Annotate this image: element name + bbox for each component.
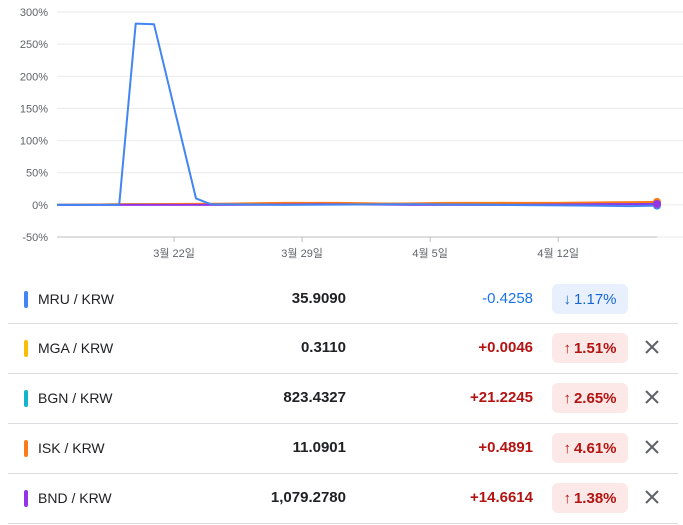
series-line	[57, 22, 658, 208]
y-tick-label: 250%	[20, 39, 48, 51]
series-color-swatch	[24, 340, 28, 357]
y-tick-label: 200%	[20, 71, 48, 83]
close-icon[interactable]	[642, 487, 662, 507]
percent-change-badge: ↑ 4.61%	[552, 433, 628, 463]
series-color-swatch	[24, 490, 28, 507]
percent-change: 1.38%	[573, 489, 617, 507]
currency-pair-label: MGA / KRW	[38, 340, 114, 356]
comparison-chart: 300% 250% 200% 150% 100% 50% 0% -50% 3월 22일 3월 29…	[20, 7, 683, 260]
rate-change: +14.6614	[470, 489, 533, 506]
y-tick-label: 150%	[20, 103, 48, 115]
series-color-swatch	[24, 440, 28, 457]
x-tick-label: 3월 22일	[153, 246, 195, 260]
series-color-swatch	[24, 390, 28, 407]
currency-row[interactable]: BND / KRW 1,079.2780 +14.6614 ↑ 1.38%	[8, 474, 678, 524]
exchange-rate: 11.0901	[292, 439, 346, 456]
rate-change: +0.4891	[478, 439, 533, 456]
percent-change-badge: ↑ 1.38%	[552, 483, 628, 513]
y-tick-label: 100%	[20, 136, 48, 148]
exchange-rate: 35.9090	[291, 290, 346, 307]
percent-change: 1.17%	[573, 290, 617, 308]
percent-change-badge: ↓ 1.17%	[552, 284, 628, 314]
close-icon[interactable]	[642, 387, 662, 407]
currency-list: MRU / KRW 35.9090 -0.4258 ↓ 1.17% MGA / …	[8, 275, 678, 524]
y-tick-label: 50%	[26, 168, 48, 180]
currency-pair-label: BND / KRW	[38, 490, 112, 506]
y-tick-label: 300%	[20, 7, 48, 19]
series-color-swatch	[24, 291, 28, 308]
close-icon[interactable]	[642, 437, 662, 457]
currency-pair-label: ISK / KRW	[38, 440, 105, 456]
percent-change: 4.61%	[573, 439, 617, 457]
exchange-rate: 0.3110	[300, 339, 346, 356]
y-tick-label: -50%	[22, 232, 48, 244]
arrow-icon: ↓	[563, 290, 571, 308]
currency-pair-label: BGN / KRW	[38, 390, 113, 406]
series-endpoint-marker	[653, 199, 661, 208]
currency-row[interactable]: MGA / KRW 0.3110 +0.0046 ↑ 1.51%	[8, 324, 678, 374]
chart-svg: 300% 250% 200% 150% 100% 50% 0% -50% 3월 22일 3월 29…	[20, 7, 683, 260]
arrow-icon: ↑	[563, 489, 571, 507]
exchange-rate: 1,079.2780	[270, 489, 346, 506]
exchange-rate: 823.4327	[283, 389, 346, 406]
rate-change: -0.4258	[482, 290, 533, 307]
arrow-icon: ↑	[563, 389, 571, 407]
arrow-icon: ↑	[563, 439, 571, 457]
currency-pair-label: MRU / KRW	[38, 291, 114, 307]
rate-change: +0.0046	[478, 339, 533, 356]
currency-row[interactable]: BGN / KRW 823.4327 +21.2245 ↑ 2.65%	[8, 374, 678, 424]
rate-change: +21.2245	[470, 389, 533, 406]
percent-change-badge: ↑ 2.65%	[552, 383, 628, 413]
currency-row[interactable]: MRU / KRW 35.9090 -0.4258 ↓ 1.17%	[8, 275, 678, 324]
currency-row[interactable]: ISK / KRW 11.0901 +0.4891 ↑ 4.61%	[8, 424, 678, 474]
percent-change-badge: ↑ 1.51%	[552, 333, 628, 363]
x-tick-label: 4월 12일	[537, 246, 579, 260]
percent-change: 1.51%	[573, 339, 617, 357]
arrow-icon: ↑	[563, 339, 571, 357]
close-icon[interactable]	[642, 337, 662, 357]
x-tick-label: 3월 29일	[281, 246, 323, 260]
x-tick-label: 4월 5일	[412, 246, 448, 260]
percent-change: 2.65%	[573, 389, 617, 407]
y-tick-label: 0%	[32, 200, 48, 212]
